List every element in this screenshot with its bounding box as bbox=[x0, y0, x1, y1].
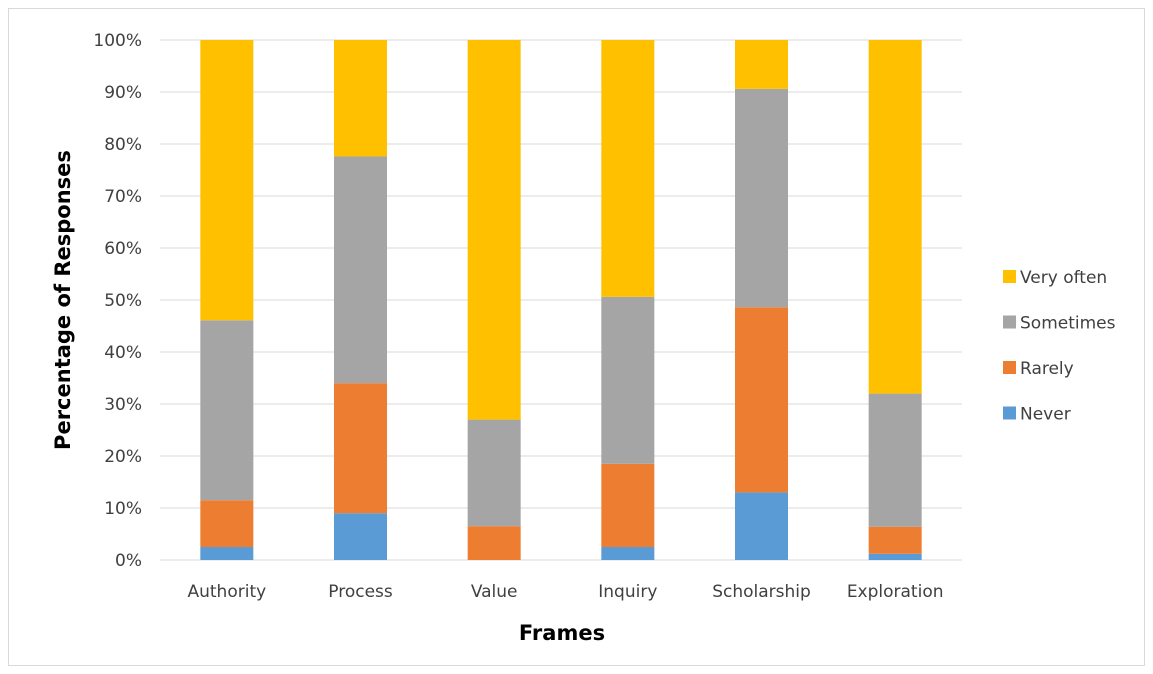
y-tick-label: 40% bbox=[104, 343, 142, 363]
y-tick-label: 60% bbox=[104, 239, 142, 259]
bar-sometimes-authority bbox=[200, 320, 254, 501]
bar-rarely-authority bbox=[200, 500, 254, 547]
bar-rarely-inquiry bbox=[601, 463, 655, 547]
legend-label-never: Never bbox=[1020, 405, 1071, 425]
bars bbox=[200, 40, 922, 560]
bar-rarely-scholarship bbox=[735, 307, 788, 493]
x-tick-label: Value bbox=[471, 582, 518, 602]
bar-very-often-process bbox=[334, 40, 387, 157]
legend-label-rarely: Rarely bbox=[1020, 359, 1074, 379]
bar-sometimes-value bbox=[467, 419, 521, 527]
legend-swatch-sometimes bbox=[1003, 315, 1016, 329]
bar-never-process bbox=[334, 513, 387, 560]
bar-very-often-inquiry bbox=[601, 40, 655, 297]
x-axis-ticks: Authority Process Value Inquiry Scholarship E… bbox=[187, 582, 943, 602]
y-tick-label: 100% bbox=[93, 31, 142, 51]
legend-swatch-never bbox=[1003, 406, 1016, 420]
bar-sometimes-exploration bbox=[868, 393, 922, 527]
legend-label-sometimes: Sometimes bbox=[1020, 314, 1116, 334]
bar-rarely-process bbox=[334, 383, 387, 514]
bar-sometimes-inquiry bbox=[601, 296, 655, 464]
bar-very-often-scholarship bbox=[735, 40, 788, 89]
x-tick-label: Process bbox=[328, 582, 393, 602]
bar-sometimes-scholarship bbox=[735, 88, 788, 308]
bar-never-authority bbox=[200, 547, 254, 560]
legend-swatch-rarely bbox=[1003, 361, 1016, 374]
bar-very-often-authority bbox=[200, 40, 254, 321]
bar-rarely-exploration bbox=[868, 526, 922, 554]
bar-never-inquiry bbox=[601, 547, 655, 560]
bar-very-often-value bbox=[467, 40, 521, 420]
y-tick-label: 30% bbox=[104, 395, 142, 415]
x-tick-label: Authority bbox=[187, 582, 266, 602]
x-tick-label: Scholarship bbox=[712, 582, 811, 602]
gridlines bbox=[160, 39, 962, 561]
x-tick-label: Exploration bbox=[847, 582, 944, 602]
y-tick-label: 10% bbox=[104, 499, 142, 519]
legend-swatch-very-often bbox=[1003, 270, 1016, 283]
bar-never-scholarship bbox=[735, 492, 788, 560]
y-tick-label: 0% bbox=[115, 551, 142, 571]
y-tick-label: 90% bbox=[104, 83, 142, 103]
y-tick-label: 20% bbox=[104, 447, 142, 467]
bar-never-exploration bbox=[868, 553, 922, 560]
y-tick-label: 70% bbox=[104, 187, 142, 207]
y-axis-ticks: 0% 10% 20% 30% 40% 50% 60% 70% 80% 90% 100% bbox=[93, 31, 142, 571]
y-tick-label: 80% bbox=[104, 135, 142, 155]
legend: Very often Sometimes Rarely Never bbox=[1003, 268, 1116, 425]
x-axis-title: Frames bbox=[519, 621, 605, 645]
x-tick-label: Inquiry bbox=[598, 582, 657, 602]
y-tick-label: 50% bbox=[104, 291, 142, 311]
legend-label-very-often: Very often bbox=[1020, 268, 1107, 288]
bar-sometimes-process bbox=[334, 156, 387, 384]
y-axis-title: Percentage of Responses bbox=[51, 150, 75, 450]
bar-rarely-value bbox=[467, 526, 521, 560]
bar-very-often-exploration bbox=[868, 40, 922, 394]
chart-area bbox=[8, 8, 1145, 666]
